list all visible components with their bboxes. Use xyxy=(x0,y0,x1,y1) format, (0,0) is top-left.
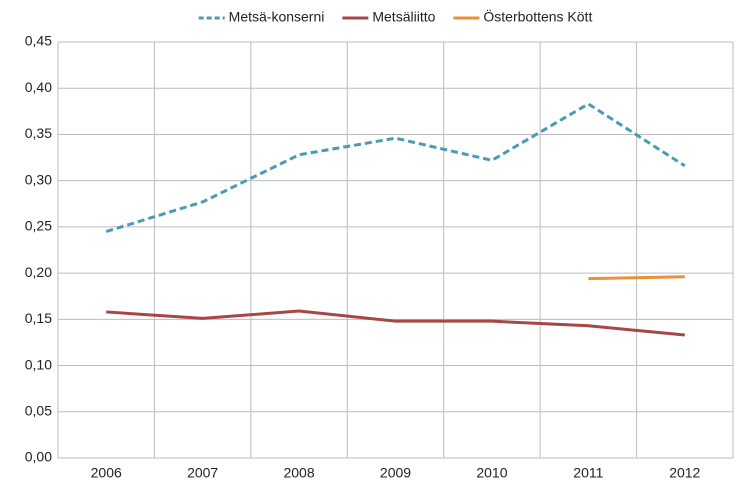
x-tick-label: 2012 xyxy=(669,465,700,481)
y-tick-label: 0,10 xyxy=(25,356,52,372)
x-tick-label: 2007 xyxy=(187,465,218,481)
y-tick-label: 0,15 xyxy=(25,310,52,326)
y-tick-label: 0,30 xyxy=(25,171,52,187)
legend-label: Metsä-konserni xyxy=(229,9,325,25)
series-line xyxy=(105,102,686,233)
y-tick-label: 0,35 xyxy=(25,125,52,141)
x-tick-label: 2011 xyxy=(573,465,603,481)
x-tick-label: 2008 xyxy=(283,465,314,481)
y-tick-label: 0,00 xyxy=(25,449,52,465)
y-tick-label: 0,05 xyxy=(25,402,52,418)
legend-label: Metsäliitto xyxy=(372,9,435,25)
x-tick-label: 2006 xyxy=(91,465,122,481)
y-tick-label: 0,40 xyxy=(25,79,52,95)
series-line xyxy=(106,309,685,337)
y-tick-label: 0,45 xyxy=(25,33,52,49)
x-tick-label: 2009 xyxy=(380,465,411,481)
y-tick-label: 0,20 xyxy=(25,264,52,280)
legend-label: Österbottens Kött xyxy=(483,8,592,25)
y-tick-label: 0,25 xyxy=(25,218,52,234)
x-tick-label: 2010 xyxy=(476,465,507,481)
series-line xyxy=(588,275,685,281)
